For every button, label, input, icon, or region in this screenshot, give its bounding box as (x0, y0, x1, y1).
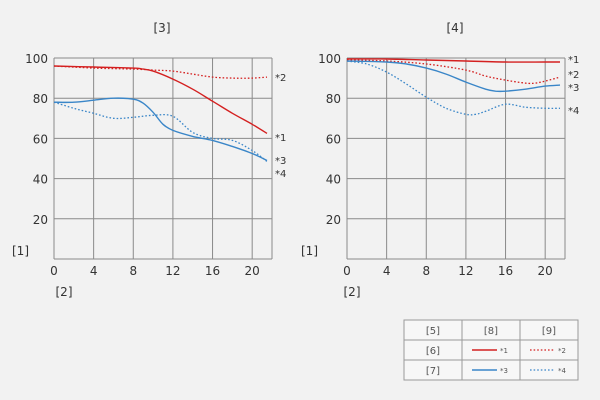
legend-solid-label: *3 (500, 367, 508, 375)
series-line-3 (53, 97, 268, 162)
y-tick-label: 80 (326, 92, 341, 106)
series-annotation: *1 (568, 55, 579, 66)
series-annotation: *3 (568, 83, 579, 94)
x-tick-label: 12 (165, 264, 180, 278)
x-tick-label: 12 (458, 264, 473, 278)
x-tick-label: 16 (205, 264, 220, 278)
y-axis-label: [1] (301, 244, 318, 258)
series-line-1 (346, 58, 560, 63)
legend-row-label: [6] (426, 346, 440, 357)
series-annotation: *4 (568, 106, 579, 117)
x-tick-label: 4 (383, 264, 391, 278)
series-line-2 (346, 59, 561, 85)
x-tick-label: 0 (343, 264, 351, 278)
legend-solid-label: *1 (500, 347, 508, 355)
x-axis-label: [2] (344, 285, 361, 299)
y-tick-label: 40 (33, 173, 48, 187)
legend-dotted-label: *4 (558, 367, 567, 375)
y-tick-label: 100 (25, 52, 48, 66)
series-annotation: *1 (275, 133, 286, 144)
x-tick-label: 4 (90, 264, 98, 278)
x-tick-label: 8 (129, 264, 137, 278)
y-tick-label: 100 (318, 52, 341, 66)
x-tick-label: 8 (422, 264, 430, 278)
y-tick-label: 40 (326, 173, 341, 187)
x-tick-label: 0 (50, 264, 58, 278)
legend-dotted-label: *2 (558, 347, 566, 355)
y-tick-label: 80 (33, 92, 48, 106)
chart-title: [3] (154, 21, 171, 35)
y-axis-label: [1] (12, 244, 29, 258)
y-tick-label: 60 (326, 132, 341, 146)
chart-panel-1 (53, 57, 273, 260)
series-line-4 (346, 60, 561, 116)
y-tick-label: 60 (33, 132, 48, 146)
y-tick-label: 20 (33, 213, 48, 227)
y-tick-label: 20 (326, 213, 341, 227)
series-line-2 (53, 65, 268, 79)
chart-title: [4] (447, 21, 464, 35)
series-line-3 (346, 60, 561, 93)
series-line-4 (53, 101, 268, 163)
chart-panel-2 (346, 57, 566, 260)
series-annotation: *4 (275, 169, 286, 180)
legend-table (403, 319, 579, 381)
legend-header: [9] (542, 326, 556, 337)
series-annotation: *2 (568, 70, 579, 81)
legend-corner-label: [5] (426, 326, 440, 337)
series-annotation: *2 (275, 73, 286, 84)
series-line-1 (53, 65, 268, 134)
legend-row-label: [7] (426, 366, 440, 377)
legend-header: [8] (484, 326, 498, 337)
series-annotation: *3 (275, 156, 286, 167)
x-tick-label: 16 (498, 264, 513, 278)
x-axis-label: [2] (56, 285, 73, 299)
x-tick-label: 20 (245, 264, 260, 278)
x-tick-label: 20 (538, 264, 553, 278)
